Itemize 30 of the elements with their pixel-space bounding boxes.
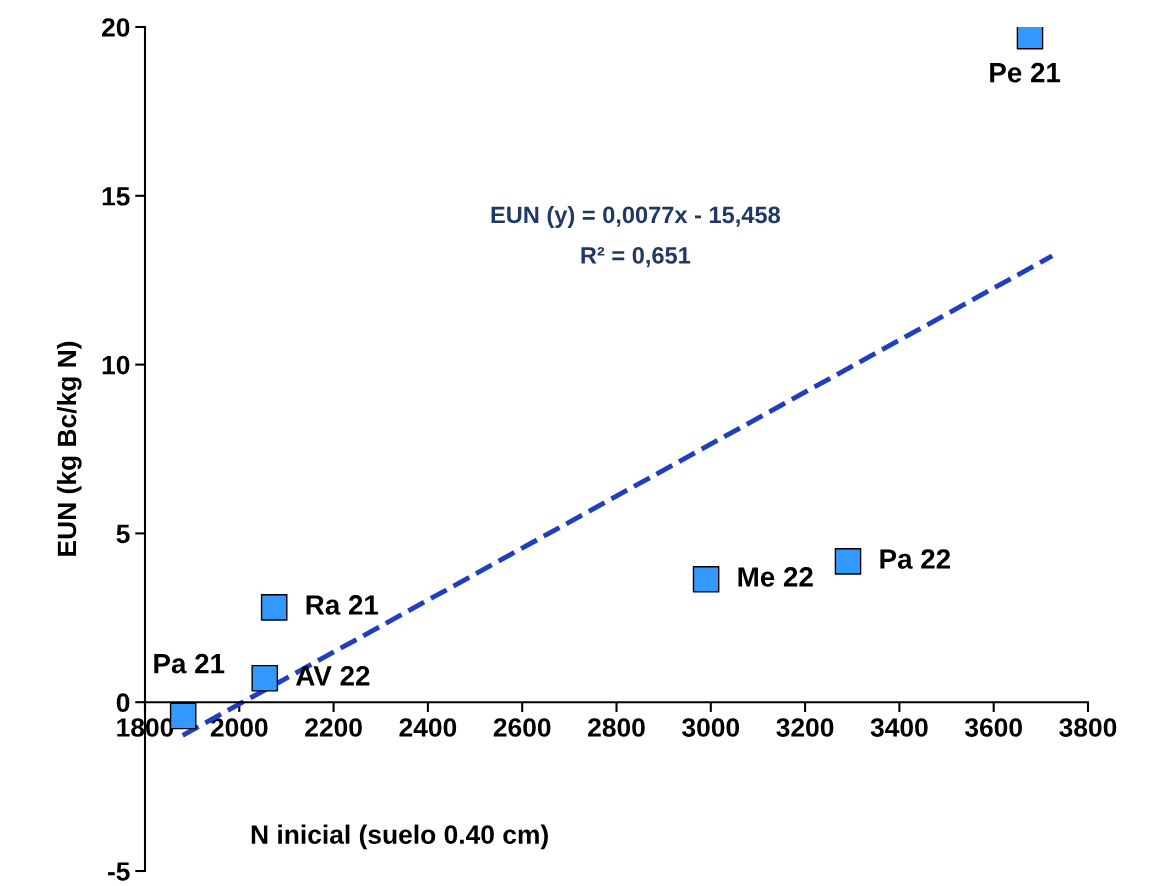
- annotation: AV 22: [296, 666, 370, 686]
- y-tick-label: 10: [102, 355, 130, 375]
- x-axis-title: N inicial (suelo 0.40 cm): [251, 824, 548, 850]
- annotation: R² = 0,651: [581, 247, 691, 268]
- annotation: EUN (y) = 0,0077x - 15,458: [491, 205, 781, 228]
- annotation: Pa 22: [880, 549, 951, 569]
- annotation: Ra 21: [306, 595, 379, 615]
- x-tick-label: 3200: [776, 718, 834, 737]
- x-tick-label: 2800: [588, 718, 645, 737]
- annotation: Pa 21: [154, 653, 225, 674]
- x-tick-label: 3000: [682, 718, 740, 737]
- y-axis-title: EUN (kg Bc/kg N): [56, 341, 82, 556]
- y-tick-label: 15: [102, 187, 130, 206]
- x-tick-label: 2000: [210, 718, 268, 737]
- x-tick-label: 3400: [870, 718, 928, 737]
- x-tick-label: 3600: [964, 718, 1022, 737]
- point: [834, 548, 862, 575]
- point: [692, 566, 720, 593]
- x-tick-label: 2200: [305, 718, 362, 737]
- x-tick-label: 3800: [1059, 718, 1117, 737]
- annotation: Pe 21: [990, 62, 1061, 83]
- x-tick-label: 2400: [399, 718, 457, 737]
- y-tick-label: 5: [116, 524, 130, 544]
- y-tick-label: 20: [101, 18, 130, 37]
- point: [260, 594, 288, 621]
- point: [251, 664, 279, 692]
- y-tick-label: 0: [116, 693, 130, 713]
- annotation: Me 22: [738, 567, 813, 587]
- y-tick-label: -5: [107, 862, 130, 881]
- x-tick-label: 2600: [493, 718, 551, 737]
